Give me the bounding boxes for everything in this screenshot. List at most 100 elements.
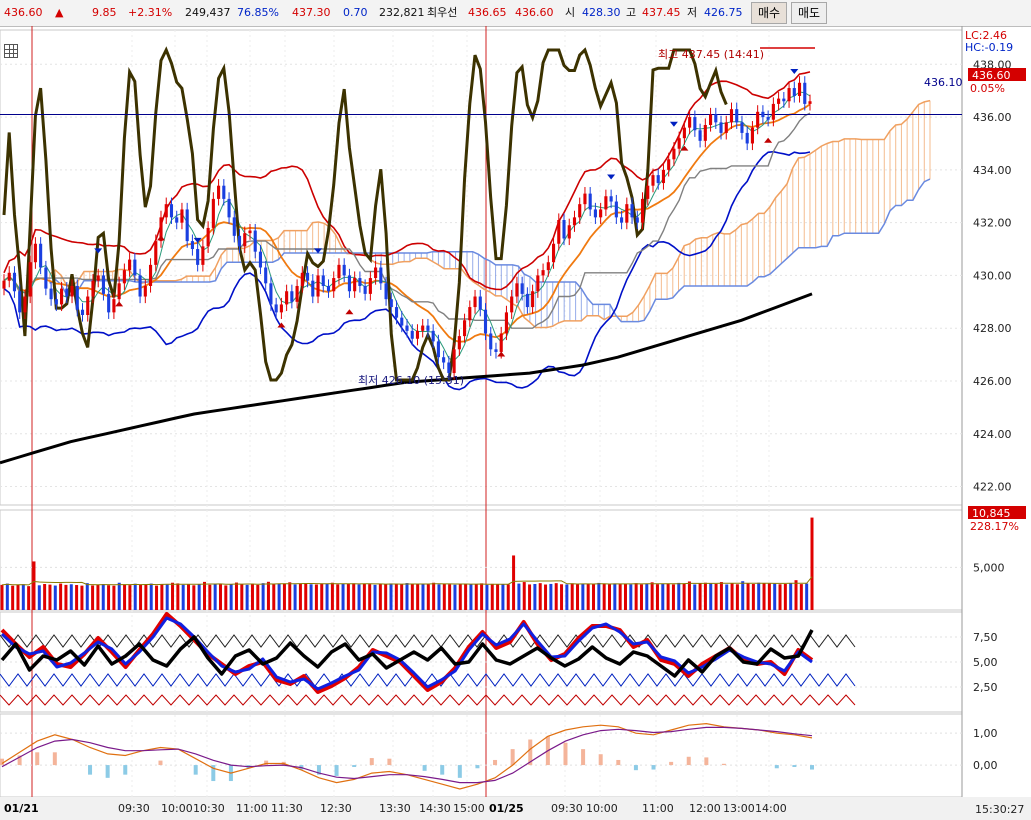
candle-body: [190, 241, 194, 250]
candle-body: [682, 127, 686, 139]
osc-wave-mid: [0, 673, 856, 687]
candle-body: [374, 267, 378, 279]
volume-bar: [48, 584, 52, 610]
volume-bar: [208, 584, 212, 610]
volume-bar: [581, 584, 585, 610]
candle-body: [217, 185, 221, 199]
candle-body: [264, 267, 268, 284]
macd-y-tick: 0,00: [973, 759, 998, 772]
candle-body: [70, 285, 74, 297]
buy-signal-arrow: [115, 301, 124, 307]
change-value: 9.85: [92, 6, 117, 19]
volume-bar: [469, 584, 473, 610]
candle-body: [792, 88, 796, 96]
volume-bar: [298, 584, 302, 610]
candle-body: [222, 185, 226, 199]
volume-bar: [309, 584, 313, 610]
candle-body: [724, 122, 728, 133]
candle-body: [368, 278, 372, 294]
candle-body: [614, 201, 618, 218]
candle-body: [410, 330, 414, 339]
macd-histogram-bar: [105, 765, 110, 778]
volume-bar: [107, 585, 111, 610]
volume-bar: [783, 584, 787, 610]
sell-signal-arrow: [607, 174, 616, 180]
grid-settings-icon[interactable]: [4, 44, 18, 58]
volume-bar: [149, 583, 153, 610]
volume-bar: [336, 584, 340, 610]
volume-bar: [213, 584, 217, 610]
candle-body: [60, 288, 64, 305]
candle-body: [379, 267, 383, 284]
sell-signal-arrow: [669, 121, 678, 127]
volume-bar: [426, 584, 430, 610]
volume-bar: [112, 585, 116, 610]
quote-toolbar: 436.60 ▲ 9.85 +2.31% 249,437 76.85% 437.…: [0, 0, 1031, 27]
volume-bar: [389, 583, 393, 610]
buy-button[interactable]: 매수: [751, 2, 788, 24]
candle-body: [729, 109, 734, 123]
x-tick-label: 10:00: [161, 802, 193, 815]
candle-body: [688, 117, 692, 128]
volume-bar: [192, 585, 196, 610]
candle-body: [269, 283, 273, 305]
volume-bar: [682, 583, 686, 610]
osc-wave-upper: [0, 634, 856, 648]
candle-body: [28, 262, 32, 297]
macd-histogram-bar: [264, 760, 269, 766]
x-tick-label: 14:30: [419, 802, 451, 815]
ma-gray-line: [3, 112, 811, 329]
macd-histogram-bar: [193, 765, 198, 775]
volume-bar: [586, 583, 590, 610]
x-tick-label: 12:00: [689, 802, 721, 815]
volume-bar: [37, 585, 41, 610]
candle-body: [311, 280, 315, 297]
candle-body: [321, 275, 325, 286]
x-tick-label: 11:00: [236, 802, 268, 815]
volume-bar: [229, 584, 233, 610]
y-tick-label: 422.00: [973, 481, 1012, 494]
volume-bar: [773, 583, 777, 610]
volume-bar: [53, 585, 57, 610]
candle-body: [316, 275, 320, 297]
volume-bar: [400, 584, 404, 610]
chart-area[interactable]: 438.00436.00434.00432.00430.00428.00426.…: [0, 26, 1031, 820]
candle-body: [525, 293, 529, 308]
volume-bar: [725, 584, 729, 610]
sell-button[interactable]: 매도: [791, 2, 828, 24]
candle-body: [635, 217, 639, 223]
y-tick-label: 428.00: [973, 322, 1012, 335]
volume-bar: [512, 555, 516, 610]
volume-bar: [128, 585, 132, 610]
candle-body: [363, 285, 367, 294]
volume-bar: [608, 584, 611, 610]
candle-body: [7, 272, 11, 281]
upper-band-line: [3, 71, 811, 291]
candle-body: [358, 278, 362, 286]
volume-bar: [69, 584, 73, 610]
candle-body: [593, 209, 597, 218]
candle-body: [787, 88, 791, 102]
candle-body: [515, 283, 519, 297]
buy-signal-arrow: [157, 235, 166, 241]
osc-y-tick: 5,00: [973, 656, 998, 669]
candle-body: [279, 304, 283, 313]
candle-body: [803, 82, 807, 104]
volume-value: 249,437: [185, 6, 231, 19]
candle-body: [541, 270, 545, 276]
buy-signal-arrow: [680, 145, 689, 151]
volume-bar: [352, 583, 356, 610]
volume-last-tag: [968, 506, 1026, 519]
volume-bar: [666, 583, 670, 610]
volume-bar: [176, 583, 180, 610]
candle-body: [750, 127, 754, 144]
candle-body: [771, 103, 775, 120]
candle-body: [452, 349, 456, 374]
candle-body: [211, 198, 215, 228]
volume-bar: [357, 584, 361, 610]
volume-bar: [639, 584, 643, 610]
volume-last-label: 10,845: [972, 507, 1011, 520]
volume-bar: [655, 584, 659, 610]
bid-diff-value: 0.70: [343, 6, 368, 19]
change-percent: +2.31%: [128, 6, 173, 19]
